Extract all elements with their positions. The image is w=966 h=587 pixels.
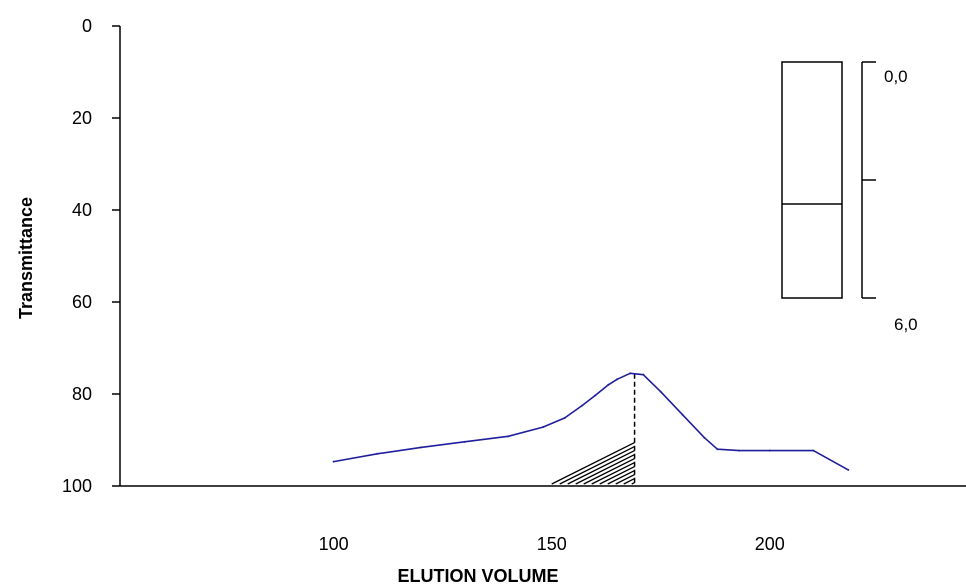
hatch-line [591, 461, 635, 485]
hatch-line [599, 465, 635, 485]
data-point [812, 449, 815, 452]
axes [119, 26, 966, 487]
data-point [642, 373, 645, 376]
hatch-line [567, 449, 635, 485]
hatch-line [623, 477, 635, 485]
data-point [463, 440, 466, 443]
inset-box [781, 61, 843, 299]
y-tick-label: 80 [72, 384, 92, 404]
y-tick-label: 100 [62, 476, 92, 496]
y-tick-label: 0 [82, 16, 92, 36]
y-tick-label: 20 [72, 108, 92, 128]
hatch-line [631, 481, 635, 485]
y-tick-label: 40 [72, 200, 92, 220]
x-tick-label: 200 [755, 534, 785, 554]
y-tick-label: 60 [72, 292, 92, 312]
data-point [738, 449, 741, 452]
x-ticks: 100 150 200 [319, 534, 785, 554]
data-point [629, 372, 632, 375]
hatch-line [559, 445, 635, 485]
hatch-line [615, 473, 635, 485]
hatch-line [575, 453, 635, 485]
data-point [542, 426, 544, 429]
hatched-region [551, 373, 636, 486]
x-tick-label: 150 [537, 534, 567, 554]
data-point [419, 446, 422, 449]
series-line [333, 372, 849, 471]
data-point [681, 413, 684, 416]
hatch-line [551, 441, 635, 485]
inset-scale-top-label: 0,0 [884, 67, 908, 86]
data-point [659, 390, 662, 393]
data-point [332, 460, 335, 463]
hatch-line [607, 469, 635, 485]
data-point [563, 416, 566, 419]
data-point [716, 448, 719, 451]
data-point [594, 394, 597, 397]
series-group [332, 372, 850, 471]
inset-scale-bottom-label: 6,0 [894, 315, 918, 334]
data-point [768, 449, 771, 452]
x-axis-title: ELUTION VOLUME [398, 566, 559, 586]
hatch-line [583, 457, 635, 485]
data-point [581, 404, 584, 407]
x-tick-label: 100 [319, 534, 349, 554]
data-point [847, 468, 850, 471]
data-point [607, 383, 610, 386]
y-axis-title: Transmittance [16, 197, 36, 319]
inset-scale: 0,0 6,0 [781, 61, 918, 334]
data-point [376, 452, 379, 455]
data-point [507, 435, 510, 438]
y-ticks: 0 20 40 60 80 100 [62, 16, 120, 496]
data-point [616, 378, 619, 381]
data-point [703, 436, 706, 439]
